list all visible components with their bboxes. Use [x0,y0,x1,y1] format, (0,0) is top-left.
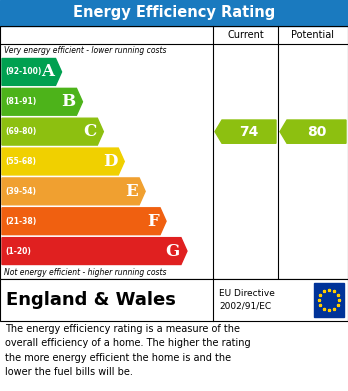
Text: G: G [166,242,180,260]
Text: EU Directive
2002/91/EC: EU Directive 2002/91/EC [219,289,275,311]
Text: 74: 74 [239,125,259,139]
Text: Very energy efficient - lower running costs: Very energy efficient - lower running co… [4,46,166,55]
Text: England & Wales: England & Wales [6,291,176,309]
Polygon shape [2,59,62,85]
Text: (55-68): (55-68) [5,157,36,166]
Bar [0,279,348,321]
Text: Not energy efficient - higher running costs: Not energy efficient - higher running co… [4,268,166,277]
Text: E: E [125,183,138,200]
Text: D: D [103,153,117,170]
Text: (69-80): (69-80) [5,127,36,136]
Text: F: F [147,213,159,230]
Text: Energy Efficiency Rating: Energy Efficiency Rating [73,5,275,20]
Bar [314,283,344,317]
Polygon shape [2,208,166,235]
Bar [0,26,348,279]
Polygon shape [2,118,103,145]
Text: (81-91): (81-91) [5,97,36,106]
Text: 80: 80 [307,125,326,139]
Text: The energy efficiency rating is a measure of the
overall efficiency of a home. T: The energy efficiency rating is a measur… [5,324,251,377]
Polygon shape [2,88,82,115]
Text: C: C [83,123,96,140]
Text: (39-54): (39-54) [5,187,36,196]
Text: (92-100): (92-100) [5,67,41,76]
Polygon shape [280,120,346,143]
Polygon shape [2,178,145,205]
Polygon shape [2,148,124,175]
Polygon shape [215,120,276,143]
Text: Current: Current [227,30,264,40]
Text: (21-38): (21-38) [5,217,36,226]
Polygon shape [2,238,187,264]
Text: A: A [41,63,55,81]
Text: B: B [61,93,76,110]
Bar [0,0,348,26]
Text: (1-20): (1-20) [5,247,31,256]
Text: Potential: Potential [292,30,334,40]
